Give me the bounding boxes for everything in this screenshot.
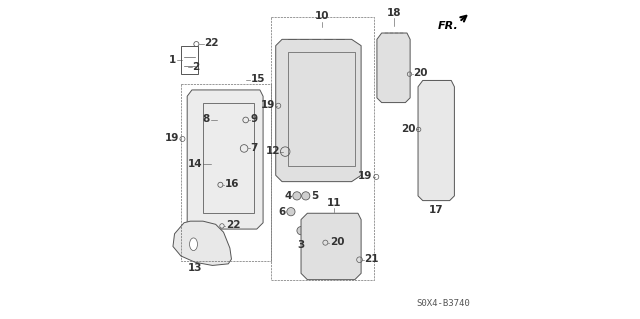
Text: 20: 20	[330, 237, 344, 247]
Ellipse shape	[189, 238, 198, 250]
Polygon shape	[173, 221, 232, 265]
Polygon shape	[276, 39, 361, 182]
Text: FR.: FR.	[437, 21, 458, 31]
Text: 19: 19	[358, 171, 372, 181]
Circle shape	[287, 208, 295, 216]
Text: 18: 18	[387, 8, 401, 18]
Circle shape	[293, 192, 301, 200]
Text: 11: 11	[327, 197, 342, 208]
Text: 16: 16	[225, 179, 239, 189]
Text: 4: 4	[285, 191, 292, 201]
Text: 20: 20	[401, 124, 416, 134]
Text: 9: 9	[250, 114, 257, 124]
Text: 6: 6	[278, 207, 286, 217]
Text: 3: 3	[298, 240, 305, 249]
Text: 13: 13	[188, 263, 202, 273]
Text: 19: 19	[165, 133, 179, 143]
Text: 1: 1	[169, 55, 176, 65]
Polygon shape	[301, 213, 361, 280]
Text: 20: 20	[413, 69, 428, 78]
Text: S0X4-B3740: S0X4-B3740	[417, 299, 470, 308]
Text: 12: 12	[266, 146, 280, 156]
Text: 17: 17	[429, 205, 444, 215]
Polygon shape	[377, 33, 410, 103]
Text: 14: 14	[188, 159, 202, 169]
Text: 22: 22	[226, 220, 241, 230]
Text: 15: 15	[251, 74, 266, 84]
Text: 22: 22	[204, 38, 219, 48]
Circle shape	[301, 192, 310, 200]
Text: 21: 21	[364, 254, 379, 264]
Text: 2: 2	[193, 62, 200, 72]
Text: 5: 5	[311, 191, 318, 201]
Polygon shape	[187, 90, 263, 229]
Text: 10: 10	[314, 11, 329, 21]
Polygon shape	[418, 80, 454, 201]
Text: 7: 7	[250, 143, 258, 153]
Text: 19: 19	[260, 100, 275, 110]
Text: 8: 8	[203, 114, 210, 124]
Circle shape	[297, 226, 305, 235]
